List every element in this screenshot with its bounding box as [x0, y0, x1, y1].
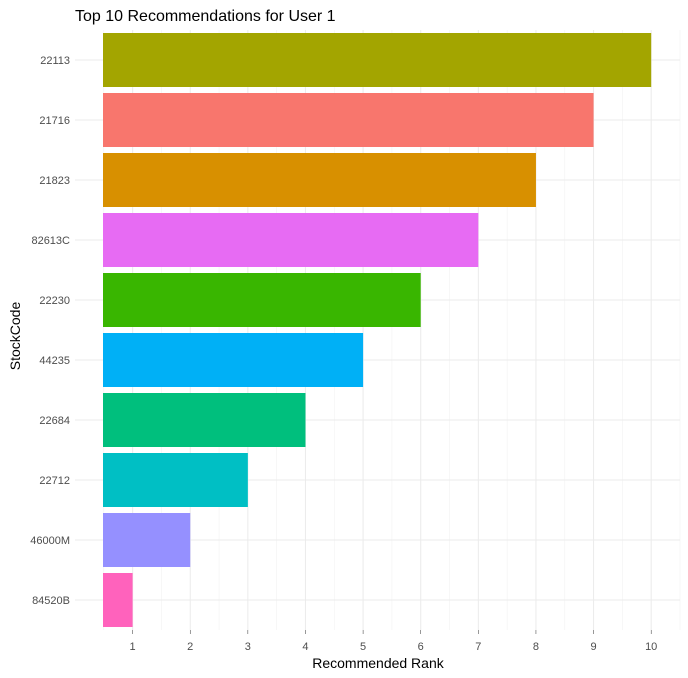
bar-44235	[103, 333, 364, 387]
y-tick-label: 22712	[39, 475, 70, 487]
x-axis-ticks: 1 2 3 4 5 6 7 8 9 10	[130, 630, 657, 653]
bar-82613C	[103, 213, 479, 267]
bar-22684	[103, 393, 306, 447]
y-tick-label: 22113	[40, 55, 70, 67]
bar-22113	[103, 33, 652, 87]
y-tick-label: 22230	[39, 295, 70, 307]
x-tick-label: 2	[187, 641, 193, 653]
y-tick-label: 22684	[39, 415, 70, 427]
x-tick-label: 9	[591, 641, 597, 653]
x-tick-label: 6	[418, 641, 424, 653]
y-tick-label: 44235	[39, 355, 70, 367]
y-tick-label: 21823	[39, 175, 70, 187]
x-tick-label: 3	[245, 641, 251, 653]
x-tick-label: 1	[130, 641, 136, 653]
y-tick-label: 21716	[39, 115, 70, 127]
y-axis-ticks: 22113 21716 21823 82613C 22230 44235 22684 2271…	[30, 55, 70, 607]
y-tick-label: 46000M	[30, 535, 70, 547]
chart-title: Top 10 Recommendations for User 1	[75, 8, 336, 25]
x-tick-label: 5	[360, 641, 366, 653]
x-tick-label: 10	[645, 641, 657, 653]
bar-22712	[103, 453, 248, 507]
bar-22230	[103, 273, 421, 327]
x-tick-label: 4	[302, 641, 308, 653]
y-axis-title: StockCode	[7, 302, 23, 371]
y-tick-label: 82613C	[31, 235, 70, 247]
x-tick-label: 8	[533, 641, 539, 653]
x-axis-title: Recommended Rank	[312, 655, 445, 671]
bars	[103, 33, 652, 627]
bar-46000M	[103, 513, 191, 567]
bar-21823	[103, 153, 536, 207]
bar-84520B	[103, 573, 133, 627]
y-tick-label: 84520B	[32, 595, 70, 607]
x-tick-label: 7	[475, 641, 481, 653]
bar-21716	[103, 93, 594, 147]
